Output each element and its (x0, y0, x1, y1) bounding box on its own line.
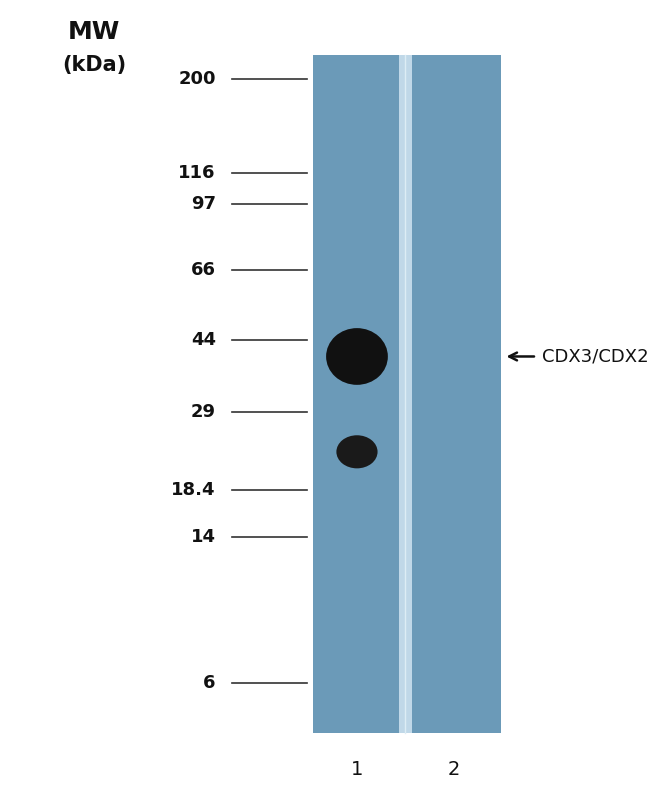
Text: 6: 6 (203, 675, 216, 693)
Ellipse shape (326, 328, 388, 385)
Text: 200: 200 (178, 70, 216, 88)
Text: 1: 1 (351, 760, 363, 779)
Bar (313, 55, 501, 733)
Bar (398, 55, 412, 733)
Text: MW: MW (68, 20, 120, 43)
Text: CDX3/CDX2: CDX3/CDX2 (542, 348, 649, 366)
Text: 97: 97 (191, 195, 216, 213)
Ellipse shape (337, 435, 378, 468)
Text: 29: 29 (191, 403, 216, 421)
Text: (kDa): (kDa) (62, 55, 126, 75)
Text: 116: 116 (178, 164, 216, 182)
Text: 2: 2 (448, 760, 460, 779)
Text: 18.4: 18.4 (172, 481, 216, 500)
Text: 66: 66 (191, 261, 216, 279)
Text: 44: 44 (191, 331, 216, 349)
Text: 14: 14 (191, 528, 216, 546)
